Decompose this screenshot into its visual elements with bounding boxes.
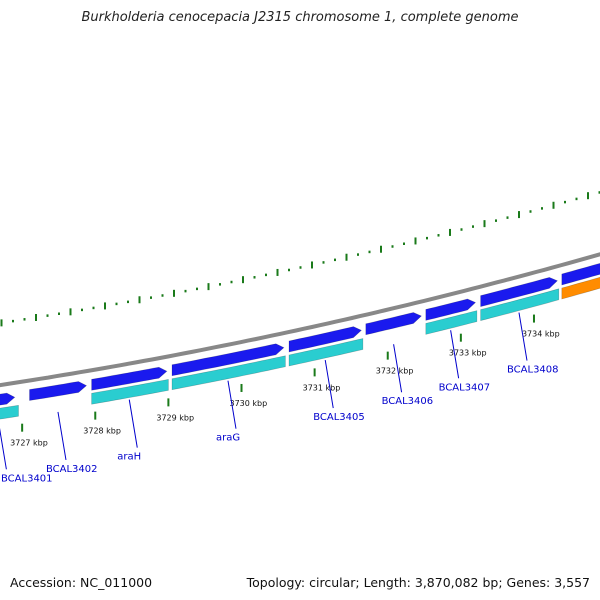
gene-label-leader [128,399,138,448]
gene-arrow [365,312,422,336]
gene-label[interactable]: BCAL3402 [46,464,98,475]
gene-label-leader [324,359,334,409]
gene-label-leader [0,427,7,470]
genome-summary: Topology: circular; Length: 3,870,082 bp… [246,575,590,590]
gene-arrow [288,326,362,353]
scale-tick-label: 3728 kbp [83,427,121,436]
gene-label-leader [450,330,460,379]
scale-tick-label: 3727 kbp [10,439,48,448]
gene-label-leader [518,312,528,361]
gene-arrow [425,298,477,321]
cds-bar [91,379,169,405]
gene-arrow [29,381,88,401]
map-title: Burkholderia cenocepacia J2315 chromosom… [81,10,519,25]
cds-bar [0,404,19,420]
cds-bar [425,310,478,335]
scale-tick-label: 3731 kbp [303,383,341,392]
gene-label[interactable]: araH [117,452,141,463]
gene-label[interactable]: BCAL3408 [507,365,559,376]
chromosome-backbone [0,252,600,388]
scale-tick-label: 3734 kbp [522,330,560,339]
cds-bar [288,338,364,367]
gene-label-leader [393,344,403,393]
gene-label[interactable]: BCAL3401 [1,473,53,484]
gene-label-leader [57,411,67,460]
scale-tick-label: 3733 kbp [449,349,487,358]
scale-tick-label: 3730 kbp [230,399,268,408]
gene-label[interactable]: BCAL3406 [382,396,434,407]
gene-label[interactable]: araG [216,433,240,444]
cds-bar [480,288,560,321]
gene-arrow [171,343,285,377]
scale-tick-label: 3729 kbp [156,413,194,422]
gene-label[interactable]: BCAL3405 [313,412,365,423]
accession-label: Accession: NC_011000 [10,575,153,590]
gene-label[interactable]: BCAL3407 [439,382,491,393]
gene-arrow [480,277,558,307]
gene-arrow [561,263,600,286]
gene-label-leader [227,380,237,429]
highlight-bar [561,276,600,300]
scale-tick-label: 3732 kbp [376,367,414,376]
gene-arrow [0,392,16,406]
cds-bar [171,355,286,391]
gene-arrow [91,366,168,391]
